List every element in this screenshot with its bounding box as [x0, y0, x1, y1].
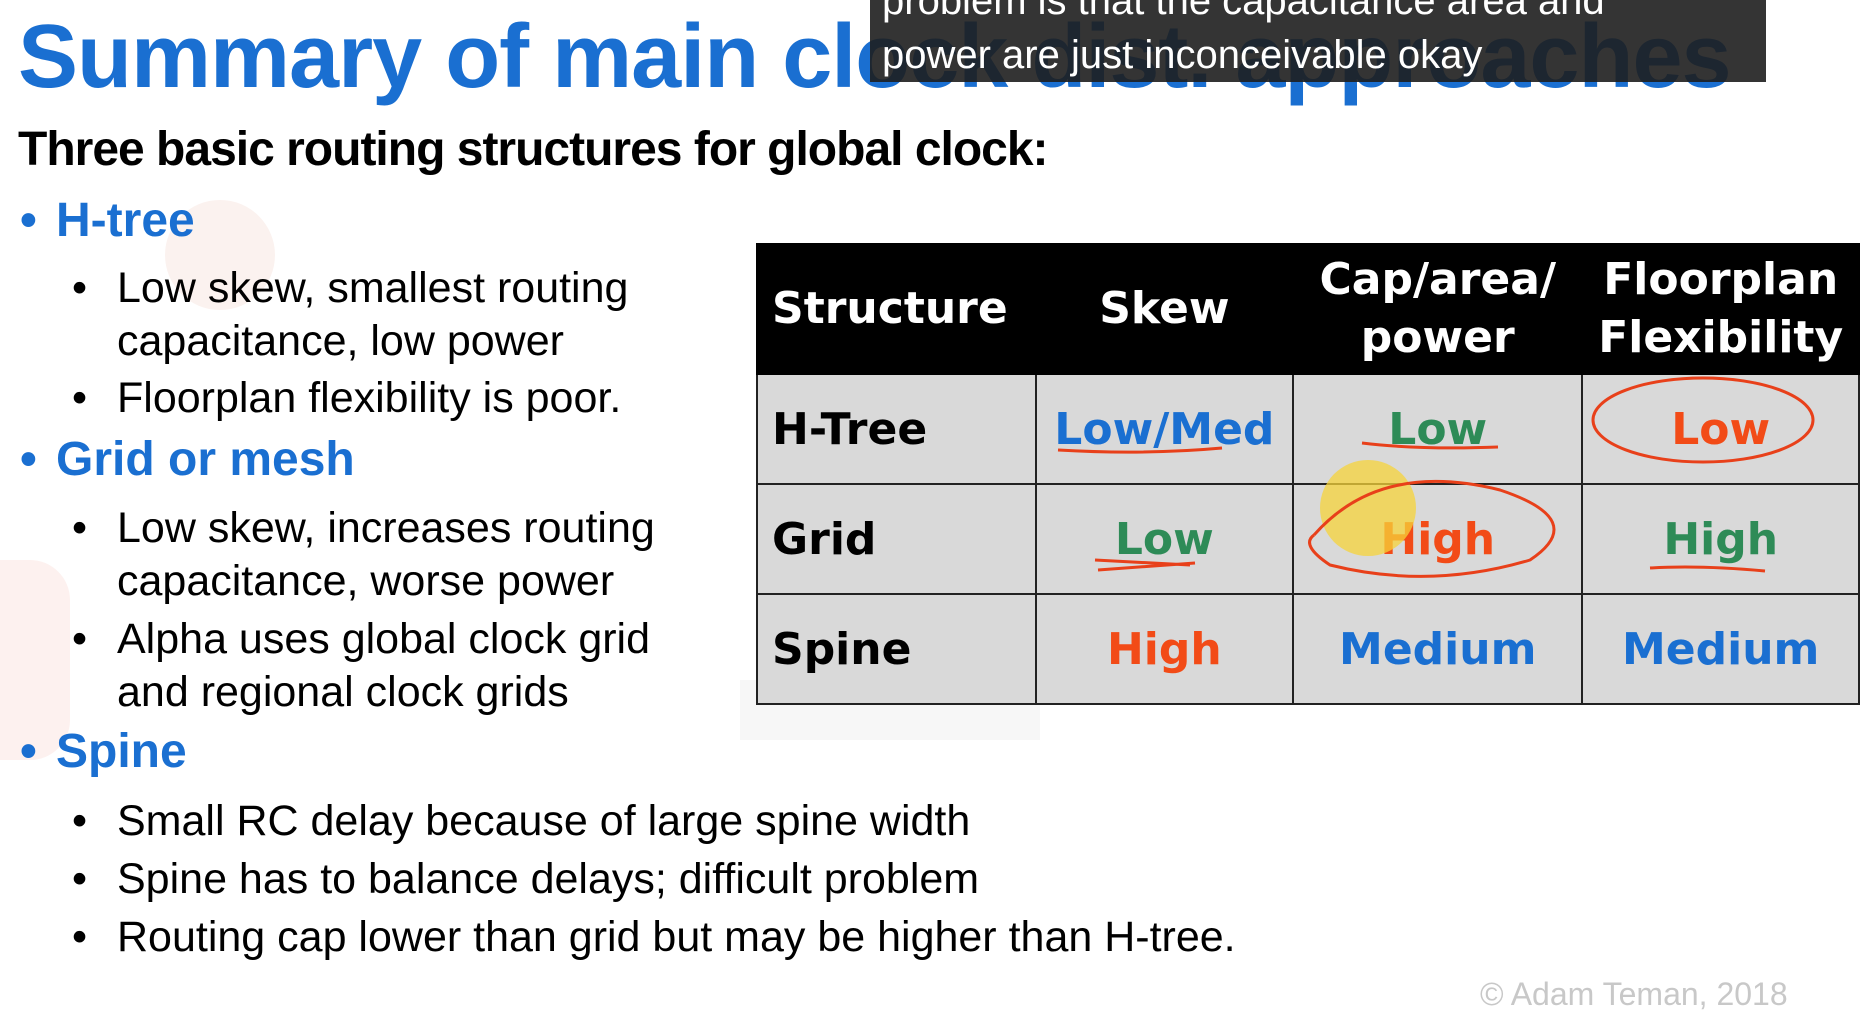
- video-caption: problem is that the capacitance area and…: [870, 0, 1766, 82]
- column-header: Skew: [1034, 243, 1295, 375]
- section-heading-label: Spine: [56, 725, 187, 778]
- bullet-item: • Floorplan flexibility is poor.: [72, 372, 621, 425]
- bullet-item: • Low skew, smallest routing capacitance…: [72, 262, 628, 368]
- bullet-text: Floorplan flexibility is poor.: [117, 374, 622, 422]
- table-cell: High: [1581, 483, 1860, 595]
- table-cell: Low/Med: [1034, 373, 1295, 485]
- bullet-dot: •: [72, 264, 88, 312]
- table-cell: Medium: [1581, 593, 1860, 705]
- column-header: Floorplan Flexibility: [1581, 243, 1860, 375]
- bullet-dot: •: [72, 374, 88, 422]
- table-cell: High: [1034, 593, 1295, 705]
- table-row: H-Tree Low/Med Low Low: [756, 373, 1860, 485]
- bullet-dot: •: [20, 433, 37, 486]
- section-heading-spine: • Spine: [20, 724, 187, 779]
- row-label: Spine: [756, 593, 1037, 705]
- column-header: Structure: [756, 243, 1037, 375]
- bullet-text: Spine has to balance delays; difficult p…: [117, 855, 980, 903]
- slide-subtitle: Three basic routing structures for globa…: [18, 123, 1049, 176]
- table-cell: High: [1292, 483, 1584, 595]
- table-cell: Low: [1034, 483, 1295, 595]
- copyright-footer: © Adam Teman, 2018: [1480, 976, 1788, 1012]
- bullet-text: Low skew, increases routing capacitance,…: [117, 504, 655, 605]
- bullet-dot: •: [20, 194, 37, 247]
- bullet-item: • Spine has to balance delays; difficult…: [72, 853, 979, 906]
- bullet-dot: •: [72, 913, 88, 961]
- bullet-dot: •: [72, 615, 88, 663]
- row-label: Grid: [756, 483, 1037, 595]
- bullet-text: Alpha uses global clock grid and regiona…: [117, 615, 651, 716]
- caption-line: power are just inconceivable okay: [882, 33, 1483, 77]
- bullet-dot: •: [72, 855, 88, 903]
- bullet-item: • Routing cap lower than grid but may be…: [72, 911, 1236, 964]
- bullet-dot: •: [72, 797, 88, 845]
- bullet-text: Small RC delay because of large spine wi…: [117, 797, 971, 845]
- section-heading-label: H-tree: [56, 194, 195, 247]
- section-heading-label: Grid or mesh: [56, 433, 355, 486]
- bullet-item: • Alpha uses global clock grid and regio…: [72, 613, 650, 719]
- bullet-dot: •: [72, 504, 88, 552]
- table-cell: Medium: [1292, 593, 1584, 705]
- bullet-text: Low skew, smallest routing capacitance, …: [117, 264, 629, 365]
- caption-line: problem is that the capacitance area and: [882, 0, 1605, 23]
- table-row: Spine High Medium Medium: [756, 593, 1860, 705]
- bullet-text: Routing cap lower than grid but may be h…: [117, 913, 1236, 961]
- table-cell: Low: [1292, 373, 1584, 485]
- row-label: H-Tree: [756, 373, 1037, 485]
- table-row: Grid Low High High: [756, 483, 1860, 595]
- table-cell: Low: [1581, 373, 1860, 485]
- section-heading-htree: • H-tree: [20, 193, 195, 248]
- table-header-row: Structure Skew Cap/area/ power Floorplan…: [756, 243, 1860, 375]
- comparison-table: Structure Skew Cap/area/ power Floorplan…: [756, 243, 1860, 705]
- section-heading-grid: • Grid or mesh: [20, 432, 355, 487]
- bullet-item: • Low skew, increases routing capacitanc…: [72, 502, 655, 608]
- column-header: Cap/area/ power: [1292, 243, 1584, 375]
- bullet-item: • Small RC delay because of large spine …: [72, 795, 970, 848]
- bullet-dot: •: [20, 725, 37, 778]
